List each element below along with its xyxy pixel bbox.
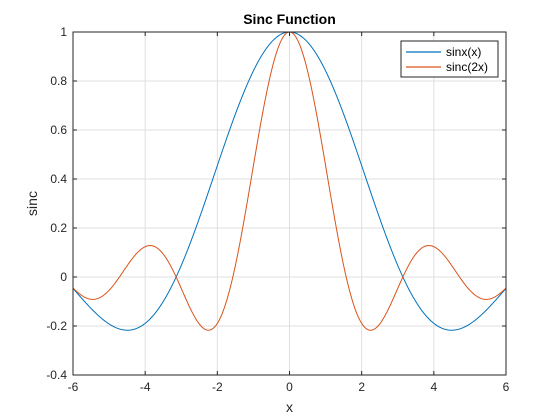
y-tick-label: 0: [60, 270, 67, 284]
y-axis-label: sinc: [24, 191, 40, 216]
x-axis-label: x: [286, 399, 293, 415]
y-tick-label: -0.2: [46, 319, 67, 333]
legend-box: [400, 40, 499, 78]
x-tick-label: -6: [68, 380, 79, 394]
y-tick-label: 1: [60, 25, 67, 39]
legend: sinx(x) sinc(2x): [400, 40, 499, 78]
x-tick-label: -2: [212, 380, 223, 394]
x-tick-label: -4: [140, 380, 151, 394]
x-axis-ticks: -6 -4 -2 0 2 4 6: [68, 32, 510, 394]
grid: [72, 31, 507, 376]
y-tick-label: 0.6: [50, 123, 67, 137]
chart-title: Sinc Function: [243, 11, 336, 27]
x-tick-label: 0: [286, 380, 293, 394]
legend-entry-sinx: sinx(x): [446, 45, 481, 59]
y-tick-label: 0.8: [50, 74, 67, 88]
legend-entry-sinc2x: sinc(2x): [446, 60, 488, 74]
y-axis-ticks: -0.4 -0.2 0 0.2 0.4 0.6 0.8 1: [46, 25, 506, 382]
y-tick-label: 0.4: [50, 172, 67, 186]
y-tick-label: 0.2: [50, 221, 67, 235]
x-tick-label: 6: [503, 380, 510, 394]
y-tick-label: -0.4: [46, 368, 67, 382]
x-tick-label: 4: [430, 380, 437, 394]
x-tick-label: 2: [358, 380, 365, 394]
